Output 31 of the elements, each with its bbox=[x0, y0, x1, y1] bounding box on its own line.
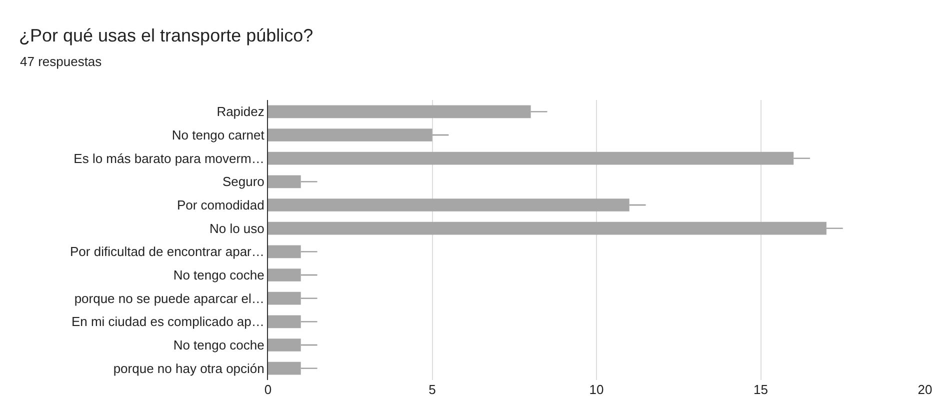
x-tick-label: 15 bbox=[754, 382, 768, 397]
bar bbox=[268, 175, 301, 188]
chart-title: ¿Por qué usas el transporte público? bbox=[18, 25, 314, 46]
bar bbox=[268, 198, 630, 212]
y-tick-label: porque no hay otra opción bbox=[113, 360, 264, 376]
y-tick-label: No tengo coche bbox=[173, 338, 264, 353]
y-tick-label: Por dificultad de encontrar apar… bbox=[70, 244, 264, 260]
text: 47 respuestas bbox=[20, 54, 102, 69]
y-tick-label: Por comodidad bbox=[176, 198, 264, 213]
bar bbox=[268, 315, 301, 328]
bar bbox=[268, 268, 301, 282]
y-tick-label: En mi ciudad es complicado ap… bbox=[71, 314, 264, 330]
y-tick-label: No lo uso bbox=[209, 220, 264, 236]
y-tick-label: Rapidez bbox=[216, 104, 264, 120]
bar bbox=[268, 222, 826, 235]
x-tick-label: 0 bbox=[264, 382, 272, 397]
bar bbox=[268, 338, 301, 352]
bar bbox=[268, 245, 301, 258]
bar bbox=[268, 105, 531, 118]
y-tick-label: Es lo más barato para moverm… bbox=[74, 150, 264, 166]
x-tick-label: 20 bbox=[918, 382, 932, 397]
y-tick-label: porque no se puede aparcar el… bbox=[74, 290, 264, 306]
x-tick-label: 5 bbox=[428, 382, 436, 397]
y-tick-label: No tengo coche bbox=[173, 268, 264, 283]
bar bbox=[268, 292, 301, 305]
y-tick-label: No tengo carnet bbox=[172, 128, 265, 143]
y-tick-label: Seguro bbox=[222, 174, 264, 190]
x-tick-label: 10 bbox=[589, 382, 604, 397]
bar bbox=[268, 128, 432, 142]
bar bbox=[268, 152, 794, 165]
bar bbox=[268, 362, 301, 375]
